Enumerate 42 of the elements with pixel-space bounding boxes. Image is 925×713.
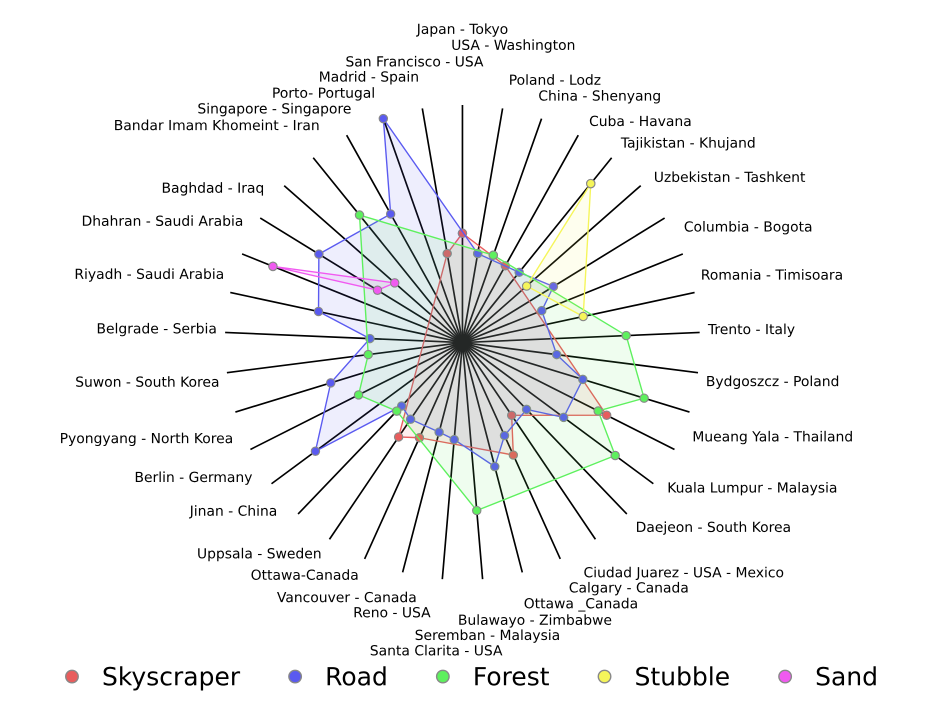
spoke-label: Bydgoszcz - Poland <box>707 376 838 389</box>
spoke-label: Ottawa _Canada <box>524 598 637 612</box>
spoke-label: Dhahran - Saudi Arabia <box>82 215 242 226</box>
spoke-label: Columbia - Bogota <box>684 220 812 234</box>
legend-label: Road <box>328 666 386 686</box>
spoke-label: Berlin - Germany <box>136 471 252 485</box>
spoke-label: Madrid - Spain <box>320 71 418 84</box>
spoke-label: China - Shenyang <box>539 90 660 104</box>
spoke-label: USA - Washington <box>452 39 574 53</box>
spoke-label: Ottawa-Canada <box>251 569 358 580</box>
spoke-label: Seremban - Malaysia <box>416 629 559 643</box>
spoke-label: Japan - Tokyo <box>416 23 508 37</box>
spoke-label: Calgary - Canada <box>570 582 688 596</box>
spoke-label: Vancouver - Canada <box>277 592 416 602</box>
spoke-label: Kuala Lumpur - Malaysia <box>668 482 836 496</box>
spoke-label: Uzbekistan - Tashkent <box>654 171 806 182</box>
spoke-label: Trento - Italy <box>708 324 795 337</box>
spoke-label: Ciudad Juarez - USA - Mexico <box>584 566 784 580</box>
spoke-label: Cuba - Havana <box>590 115 690 126</box>
spoke-label: Reno - USA <box>354 606 431 618</box>
spoke-label: Belgrade - Serbia <box>98 322 216 336</box>
spoke-label: Romania - Timisoara <box>702 269 842 280</box>
spoke-label: Santa Clarita - USA <box>370 644 502 656</box>
legend-label: Skyscraper <box>104 666 240 690</box>
spoke-label: Jinan - China <box>188 505 276 518</box>
legend-label: Stubble <box>636 666 729 686</box>
spoke-label: Suwon - South Korea <box>76 376 218 387</box>
spoke-label: Mueang Yala - Thailand <box>694 430 852 444</box>
spoke-label: Bandar Imam Khomeint - Iran <box>115 120 319 130</box>
spoke-label: Tajikistan - Khujand <box>620 137 754 150</box>
spoke-label: Uppsala - Sweden <box>198 548 320 562</box>
spoke-label: Porto- Portugal <box>273 87 374 101</box>
spoke-label: Bulawayo - Zimbabwe <box>459 614 612 628</box>
legend-label: Forest <box>475 667 549 686</box>
spoke-label: Singapore - Singapore <box>198 102 351 116</box>
spoke-label: Pyongyang - North Korea <box>61 432 232 446</box>
spoke-label: Riyadh - Saudi Arabia <box>76 268 223 282</box>
spoke-label: Baghdad - Iraq <box>162 182 264 196</box>
spoke-label: Daejeon - South Korea <box>636 521 790 535</box>
spoke-label: San Francisco - USA <box>346 56 484 67</box>
legend-label: Sand <box>816 666 876 686</box>
spoke-label: Poland - Lodz <box>510 74 600 85</box>
